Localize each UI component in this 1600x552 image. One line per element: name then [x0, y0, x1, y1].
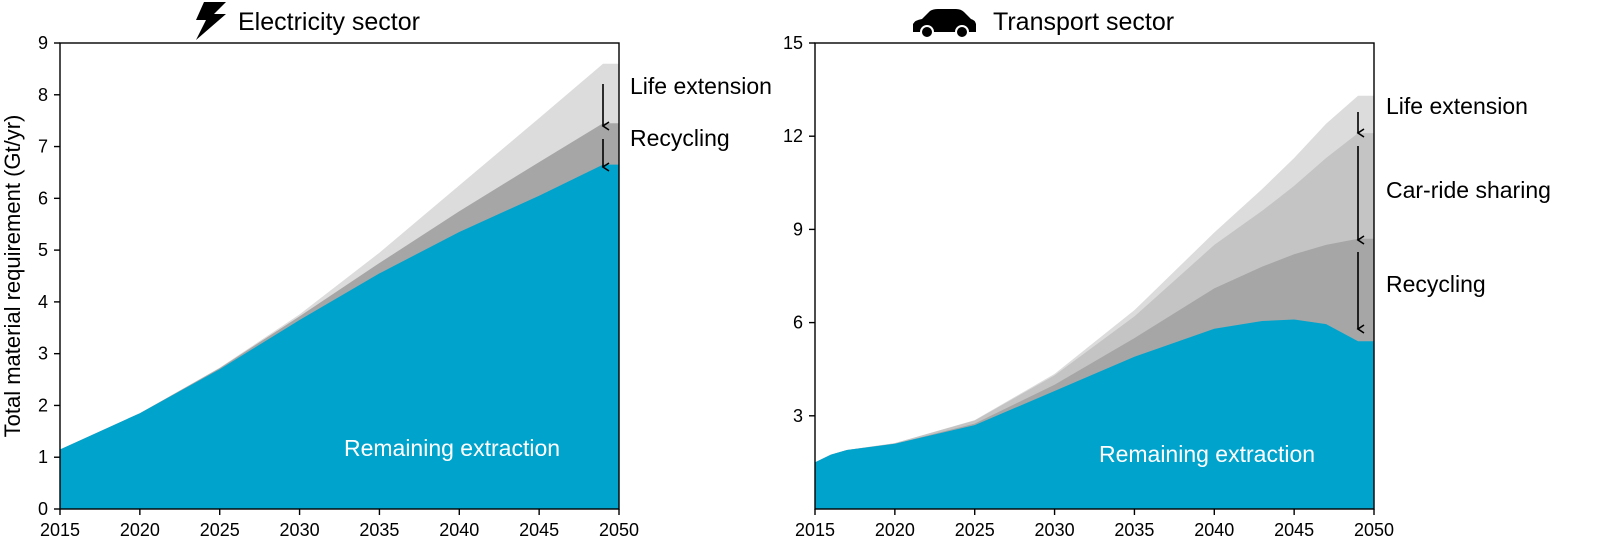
electricity-y-tick-label: 5 — [38, 240, 48, 260]
electricity-y-tick-label: 2 — [38, 395, 48, 415]
electricity-y-tick-label: 8 — [38, 85, 48, 105]
electricity-y-tick-label: 1 — [38, 447, 48, 467]
electricity-axes: 2015 2020 2025 2030 2035 2040 2045 2050 0 1 2 3 4 5 6 7… — [38, 33, 639, 540]
electricity-area-remaining-extraction — [60, 164, 619, 509]
electricity-x-tick-label: 2045 — [519, 520, 559, 540]
electricity-x-tick-label: 2040 — [439, 520, 479, 540]
lightning-bolt-icon — [196, 2, 226, 40]
electricity-x-tick-label: 2030 — [280, 520, 320, 540]
electricity-x-tick-label: 2015 — [40, 520, 80, 540]
transport-car-sharing-label: Car-ride sharing — [1386, 177, 1551, 203]
electricity-y-tick-label: 9 — [38, 33, 48, 53]
transport-remaining-label: Remaining extraction — [1099, 441, 1315, 467]
transport-y-tick-label: 3 — [793, 406, 803, 426]
electricity-areas — [60, 63, 619, 510]
transport-y-tick-label: 9 — [793, 219, 803, 239]
electricity-remaining-label: Remaining extraction — [344, 435, 560, 461]
transport-x-tick-label: 2050 — [1354, 520, 1394, 540]
transport-x-tick-label: 2025 — [955, 520, 995, 540]
transport-area-remaining-extraction — [815, 319, 1374, 509]
transport-x-tick-label: 2015 — [795, 520, 835, 540]
car-icon — [913, 9, 976, 39]
electricity-panel: 2015 2020 2025 2030 2035 2040 2045 2050 0 1 2 3 4 5 6 7… — [0, 2, 772, 540]
electricity-y-tick-label: 0 — [38, 499, 48, 519]
electricity-y-tick-label: 6 — [38, 188, 48, 208]
electricity-title: Electricity sector — [238, 8, 420, 36]
transport-x-tick-label: 2045 — [1274, 520, 1314, 540]
electricity-life-extension-label: Life extension — [630, 73, 772, 99]
electricity-recycling-label: Recycling — [630, 125, 730, 151]
electricity-y-tick-label: 3 — [38, 344, 48, 364]
transport-x-tick-label: 2020 — [875, 520, 915, 540]
electricity-x-tick-label: 2020 — [120, 520, 160, 540]
electricity-x-tick-label: 2035 — [359, 520, 399, 540]
transport-life-extension-label: Life extension — [1386, 93, 1528, 119]
transport-x-tick-label: 2035 — [1114, 520, 1154, 540]
transport-axes: 2015 2020 2025 2030 2035 2040 2045 2050 3 6 9 12 15 — [783, 33, 1394, 540]
transport-recycling-label: Recycling — [1386, 271, 1486, 297]
transport-y-tick-label: 12 — [783, 126, 803, 146]
transport-axes-frame — [814, 42, 1375, 510]
transport-x-tick-label: 2030 — [1035, 520, 1075, 540]
transport-panel: 2015 2020 2025 2030 2035 2040 2045 20503691215 … — [783, 8, 1551, 540]
transport-x-tick-label: 2040 — [1194, 520, 1234, 540]
electricity-y-axis-label: Total material requirement (Gt/yr) — [0, 115, 25, 438]
electricity-x-tick-label: 2050 — [599, 520, 639, 540]
electricity-y-tick-label: 7 — [38, 137, 48, 157]
transport-areas — [815, 95, 1374, 509]
transport-y-tick-label: 6 — [793, 313, 803, 333]
transport-title: Transport sector — [993, 8, 1174, 36]
electricity-axes-frame — [59, 42, 620, 510]
transport-y-tick-label: 15 — [783, 33, 803, 53]
electricity-y-tick-label: 4 — [38, 292, 48, 312]
electricity-x-tick-label: 2025 — [200, 520, 240, 540]
